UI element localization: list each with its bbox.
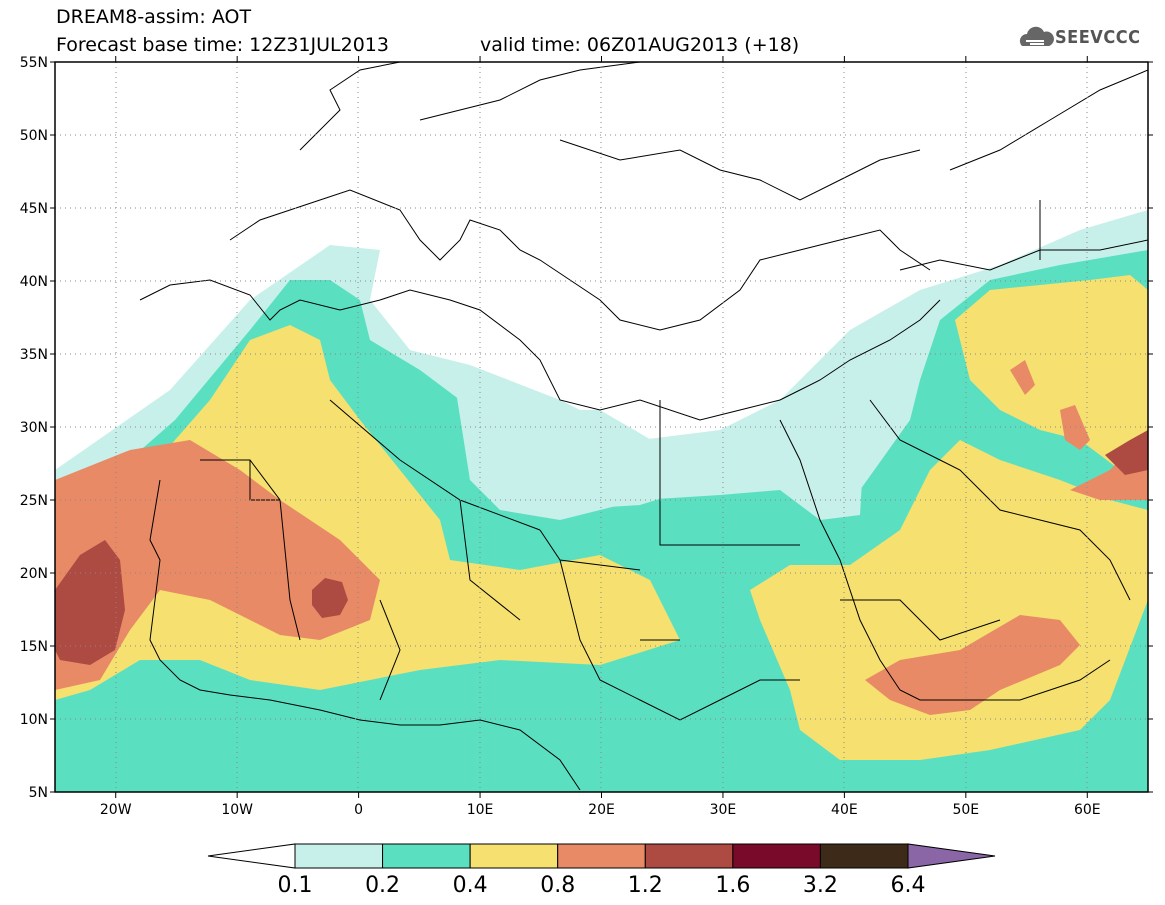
colorbar-label: 3.2 bbox=[803, 873, 838, 898]
colorbar-label: 0.8 bbox=[540, 873, 575, 898]
lat-tick-label: 55N bbox=[20, 55, 48, 71]
aot-contour-0.4-iran bbox=[955, 275, 1148, 470]
aot-contour-1.2 bbox=[55, 540, 125, 665]
lon-tick-label: 0 bbox=[354, 802, 363, 818]
colorbar-label: 0.1 bbox=[278, 873, 313, 898]
map-title: DREAM8-assim: AOT bbox=[56, 6, 252, 28]
lat-tick-label: 10N bbox=[20, 712, 48, 728]
lat-tick-label: 30N bbox=[20, 420, 48, 436]
colorbar-low-arrow bbox=[207, 843, 296, 869]
aot-contour-0.8-yemen bbox=[865, 615, 1080, 715]
lon-tick-label: 20W bbox=[100, 802, 132, 818]
colorbar-segment bbox=[294, 843, 384, 869]
valid-time: valid time: 06Z01AUG2013 (+18) bbox=[480, 34, 800, 56]
lat-tick-label: 45N bbox=[20, 201, 48, 217]
colorbar-segment bbox=[557, 843, 646, 869]
forecast-base-time: Forecast base time: 12Z31JUL2013 bbox=[56, 34, 389, 56]
colorbar-segment bbox=[819, 843, 909, 869]
lat-tick-label: 25N bbox=[20, 493, 48, 509]
colorbar-segment bbox=[382, 843, 471, 869]
lon-tick-label: 10E bbox=[467, 802, 494, 818]
lon-tick-label: 20E bbox=[588, 802, 615, 818]
colorbar-label: 1.6 bbox=[715, 873, 750, 898]
coastlines bbox=[139, 62, 1148, 791]
lat-tick-label: 50N bbox=[20, 128, 48, 144]
longitude-axis: 20W 10W 0 10E 20E 30E 40E 50E 60E bbox=[100, 56, 1101, 818]
aot-contour-1.2-gulf bbox=[1105, 430, 1148, 475]
aot-contour-1.2-mali bbox=[312, 578, 348, 618]
colorbar-label: 1.2 bbox=[628, 873, 663, 898]
lat-tick-label: 5N bbox=[29, 785, 48, 801]
seevccc-logo: SEEVCCC bbox=[1055, 27, 1141, 48]
colorbar-label: 0.4 bbox=[453, 873, 488, 898]
colorbar-segment bbox=[644, 843, 734, 869]
latitude-axis: 5N 10N 15N 20N 25N 30N 35N 40N 45N 50N 55N bbox=[20, 55, 1153, 801]
lon-tick-label: 30E bbox=[710, 802, 737, 818]
colorbar: 0.1 0.2 0.4 0.8 1.2 1.6 3.2 6.4 bbox=[207, 843, 996, 898]
lat-tick-label: 40N bbox=[20, 274, 48, 290]
lon-tick-label: 50E bbox=[952, 802, 979, 818]
aot-contour-0.8 bbox=[55, 440, 380, 690]
colorbar-segment bbox=[469, 843, 559, 869]
aot-contour-0.4-east bbox=[750, 440, 1148, 760]
lat-tick-label: 15N bbox=[20, 639, 48, 655]
lon-tick-label: 60E bbox=[1074, 802, 1101, 818]
colorbar-label: 0.2 bbox=[365, 873, 400, 898]
aot-contour-0.8-iran bbox=[1010, 360, 1148, 500]
lat-tick-label: 35N bbox=[20, 347, 48, 363]
lon-tick-label: 40E bbox=[831, 802, 858, 818]
lon-tick-label: 10W bbox=[221, 802, 253, 818]
cloud-icon bbox=[1019, 26, 1054, 46]
colorbar-segment bbox=[732, 843, 821, 869]
lat-tick-label: 20N bbox=[20, 566, 48, 582]
colorbar-high-arrow bbox=[907, 843, 996, 869]
colorbar-label: 6.4 bbox=[891, 873, 926, 898]
aot-contour-0.4 bbox=[55, 325, 680, 700]
grid-lines bbox=[55, 62, 1148, 792]
